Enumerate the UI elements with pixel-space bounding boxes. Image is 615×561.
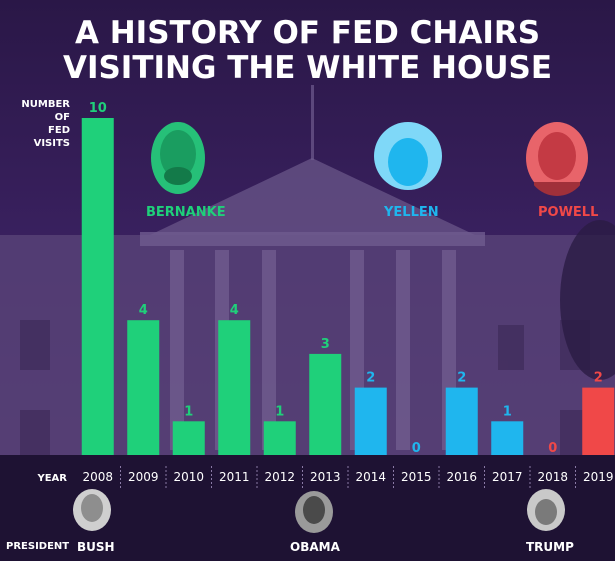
- chair-name-powell: POWELL: [538, 205, 598, 220]
- president-row-label: PRESIDENT: [6, 541, 70, 552]
- value-label-2013: 3: [321, 337, 330, 352]
- y-axis-label: NUMBER OF FED VISITS: [14, 98, 70, 150]
- tick-label-2008: 2008: [82, 470, 113, 484]
- value-label-2018: 0: [548, 441, 557, 456]
- bar-2009: [127, 320, 160, 455]
- tick-label-2010: 2010: [173, 470, 204, 484]
- tick-label-2009: 2009: [128, 470, 159, 484]
- tick-label-2016: 2016: [446, 470, 477, 484]
- year-dividers: [120, 466, 576, 490]
- value-label-2015: 0: [412, 441, 421, 456]
- x-axis-label: YEAR: [36, 473, 67, 484]
- bar-2012: [263, 421, 296, 455]
- y-axis-label-line: FED: [48, 125, 70, 136]
- bar-2010: [172, 421, 205, 455]
- president-name-obama: OBAMA: [290, 540, 340, 554]
- y-axis-label-line: OF: [54, 112, 70, 123]
- chart-title-line-1: A HISTORY OF FED CHAIRS: [74, 15, 541, 51]
- tick-label-2019: 2019: [583, 470, 614, 484]
- bar-2017: [491, 421, 524, 455]
- tick-label-2013: 2013: [310, 470, 341, 484]
- y-axis-label-line: NUMBER: [21, 99, 70, 110]
- tick-label-2017: 2017: [492, 470, 523, 484]
- bar-2016: [445, 387, 478, 455]
- chair-name-bernanke: BERNANKE: [146, 205, 226, 220]
- trump-portrait-icon: [527, 489, 565, 531]
- value-label-2019: 2: [594, 371, 603, 386]
- president-name-trump: TRUMP: [526, 540, 574, 554]
- bar-2013: [309, 353, 342, 455]
- tick-label-2018: 2018: [537, 470, 568, 484]
- tick-label-2012: 2012: [264, 470, 295, 484]
- value-label-2017: 1: [503, 404, 512, 419]
- value-label-2010: 1: [184, 404, 193, 419]
- value-label-2011: 4: [230, 303, 239, 318]
- bush-portrait-icon: [73, 489, 111, 531]
- bars: [81, 118, 615, 455]
- chair-name-yellen: YELLEN: [384, 205, 439, 220]
- president-name-bush: BUSH: [77, 540, 115, 554]
- chair-name-text: YELLEN: [384, 205, 439, 220]
- value-label-2009: 4: [139, 303, 148, 318]
- bar-2011: [218, 320, 251, 455]
- tick-label-2015: 2015: [401, 470, 432, 484]
- value-label-2012: 1: [275, 404, 284, 419]
- value-label-2014: 2: [366, 371, 375, 386]
- bar-2019: [582, 387, 615, 455]
- chair-name-text: BERNANKE: [146, 205, 226, 220]
- obama-portrait-icon: [295, 491, 333, 533]
- value-label-2016: 2: [457, 371, 466, 386]
- tick-label-2014: 2014: [355, 470, 386, 484]
- value-label-2008: 10: [89, 101, 107, 116]
- bernanke-portrait-icon: [151, 122, 205, 194]
- chair-name-text: POWELL: [538, 205, 599, 220]
- bar-2008: [81, 118, 114, 455]
- yellen-portrait-icon: [374, 122, 442, 190]
- y-axis-label-line: VISITS: [33, 138, 70, 149]
- bar-2014: [354, 387, 387, 455]
- tick-label-2011: 2011: [219, 470, 250, 484]
- powell-portrait-icon: [526, 122, 588, 196]
- chart-title-line-2: VISITING THE WHITE HOUSE: [62, 50, 553, 86]
- year-tick-labels: YEAR 2008 2009 2010 2011 2012 2013 2014 2015 2016…: [36, 470, 613, 484]
